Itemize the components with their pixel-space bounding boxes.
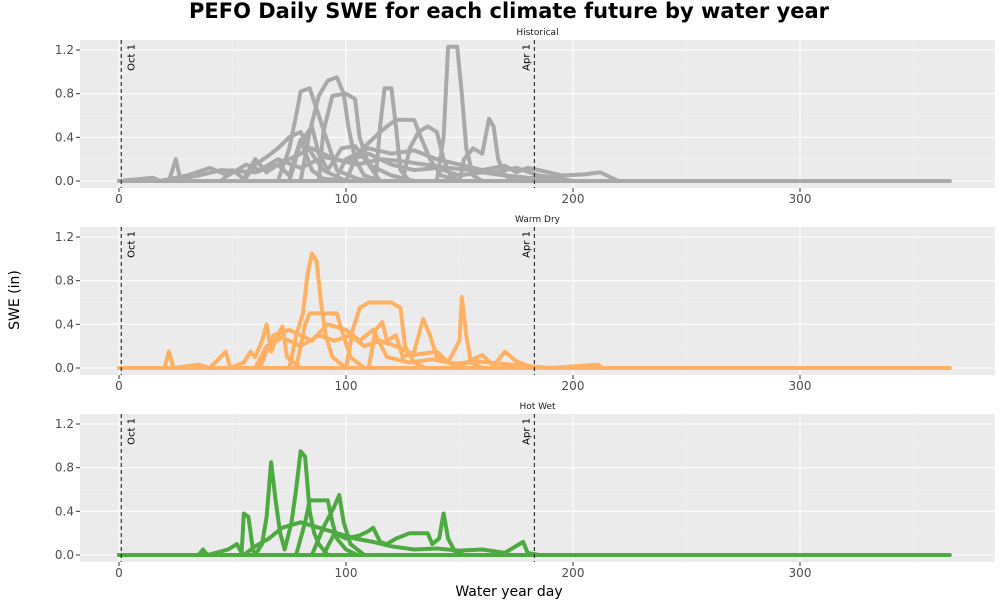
y-tick-label: 1.2: [55, 417, 74, 431]
x-tick-label: 100: [335, 192, 358, 206]
panel-hot-wet: Hot Wet Oct 1 Apr 1 0.0 0.4 0.8 1.2 0 100 200 300: [55, 402, 995, 580]
reference-line-label: Apr 1: [521, 418, 532, 445]
x-tick-label: 200: [562, 192, 585, 206]
y-tick-label: 0.4: [55, 317, 74, 331]
chart-title: PEFO Daily SWE for each climate future b…: [189, 0, 830, 23]
y-tick-label: 0.8: [55, 274, 74, 288]
panel-background: [80, 414, 995, 562]
panel-historical: Historical Oct 1 Apr 1 0.0 0.4 0.8 1.2 0 100 200 3…: [55, 28, 995, 206]
reference-line-label: Oct 1: [126, 418, 137, 445]
panel-strip-label: Warm Dry: [515, 215, 561, 225]
panels-group: Historical Oct 1 Apr 1 0.0 0.4 0.8 1.2 0 100 200 3…: [55, 28, 995, 580]
y-tick-label: 0.0: [55, 361, 74, 375]
y-tick-label: 0.0: [55, 174, 74, 188]
panel-background: [80, 227, 995, 375]
x-tick-label: 0: [115, 379, 123, 393]
y-tick-label: 0.8: [55, 461, 74, 475]
swe-trace: [117, 511, 258, 557]
y-tick-label: 1.2: [55, 43, 74, 57]
y-tick-label: 0.8: [55, 87, 74, 101]
x-tick-label: 300: [789, 379, 812, 393]
y-tick-label: 0.4: [55, 504, 74, 518]
x-tick-label: 200: [562, 566, 585, 580]
swe-trace: [117, 493, 367, 557]
reference-line-label: Apr 1: [521, 44, 532, 71]
swe-trace: [117, 251, 348, 370]
y-tick-label: 0.4: [55, 130, 74, 144]
reference-line-label: Apr 1: [521, 231, 532, 258]
swe-trace: [117, 333, 541, 370]
panel-strip-label: Hot Wet: [519, 402, 556, 412]
panel-strip-label: Historical: [516, 28, 558, 38]
swe-trace: [117, 151, 575, 183]
panel-background: [80, 40, 995, 188]
x-axis-title: Water year day: [455, 584, 562, 600]
swe-trace: [117, 520, 541, 557]
panel-warm-dry: Warm Dry Oct 1 Apr 1 0.0 0.4 0.8 1.2 0 100 200 300: [55, 215, 995, 393]
y-tick-label: 0.0: [55, 548, 74, 562]
swe-trace: [117, 511, 466, 557]
x-tick-label: 200: [562, 379, 585, 393]
swe-trace: [117, 295, 485, 370]
x-tick-label: 0: [115, 566, 123, 580]
x-tick-label: 0: [115, 192, 123, 206]
x-tick-label: 300: [789, 192, 812, 206]
x-tick-label: 300: [789, 566, 812, 580]
swe-trace: [117, 449, 330, 557]
y-axis-title: SWE (in): [7, 270, 23, 330]
reference-line-label: Oct 1: [126, 231, 137, 258]
swe-trace: [117, 146, 575, 183]
x-tick-label: 100: [335, 379, 358, 393]
x-tick-label: 100: [335, 566, 358, 580]
swe-trace: [117, 322, 605, 370]
reference-line-label: Oct 1: [126, 44, 137, 71]
swe-trace: [117, 498, 360, 557]
y-tick-label: 1.2: [55, 230, 74, 244]
